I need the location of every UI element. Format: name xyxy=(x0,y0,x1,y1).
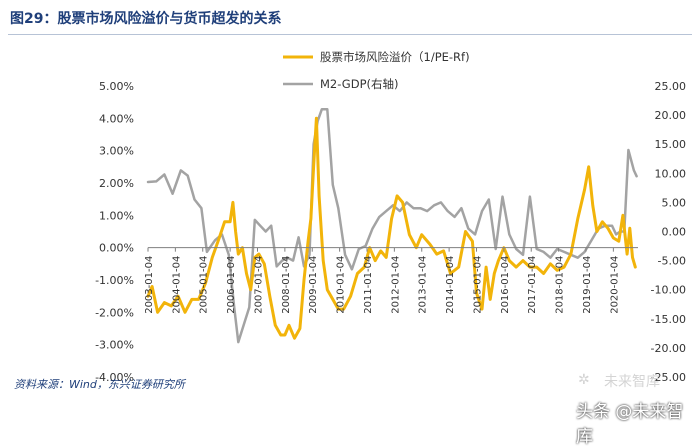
left-tick-label: 2.00% xyxy=(99,177,134,190)
left-tick-label: -2.00% xyxy=(95,306,134,319)
right-tick-label: 10.00 xyxy=(655,167,687,180)
x-tick-label: 2017-01-04 xyxy=(527,256,538,314)
watermark-logo-icon: ✲ xyxy=(578,372,590,388)
x-axis: 2003-01-04 2004-01-04 2005-01-04 2006-01-04… xyxy=(144,247,638,314)
series-line-risk-premium xyxy=(146,116,637,340)
x-tick-label: 2010-01-04 xyxy=(336,256,347,314)
x-tick-label: 2005-01-04 xyxy=(199,256,210,314)
series-layer xyxy=(146,108,638,344)
legend: 股票市场风险溢价（1/PE-Rf) M2-GDP(右轴) xyxy=(283,50,470,91)
right-tick-label: 0.00 xyxy=(662,226,687,239)
left-tick-label: 5.00% xyxy=(99,80,134,93)
x-tick-label: 2009-01-04 xyxy=(308,256,319,314)
x-tick-label: 2004-01-04 xyxy=(171,256,182,314)
left-tick-label: 3.00% xyxy=(99,145,134,158)
legend-item-m2-gdp: M2-GDP(右轴) xyxy=(320,77,398,91)
x-tick-label: 2018-01-04 xyxy=(555,256,566,314)
x-tick-label: 2012-01-04 xyxy=(390,256,401,314)
series-line-m2-gdp xyxy=(146,108,638,344)
watermark-caption: 头条 @未来智库 xyxy=(576,402,684,447)
right-tick-label: -5.00 xyxy=(658,255,686,268)
x-tick-label: 2019-01-04 xyxy=(582,256,593,314)
left-axis: 5.00% 4.00% 3.00% 2.00% 1.00% 0.00% -1.00% -2.0… xyxy=(95,80,134,384)
right-tick-label: -25.00 xyxy=(651,371,686,384)
right-tick-label: -20.00 xyxy=(651,342,686,355)
left-tick-label: 0.00% xyxy=(99,242,134,255)
left-tick-label: -1.00% xyxy=(95,274,134,287)
right-tick-label: -15.00 xyxy=(651,313,686,326)
legend-item-risk-premium: 股票市场风险溢价（1/PE-Rf) xyxy=(320,50,470,64)
x-tick-label: 2011-01-04 xyxy=(363,256,374,314)
x-tick-label: 2020-01-04 xyxy=(609,256,620,314)
left-tick-label: 1.00% xyxy=(99,209,134,222)
right-tick-label: 15.00 xyxy=(655,138,687,151)
chart-title: 图29：股票市场风险溢价与货币超发的关系 xyxy=(10,11,282,27)
x-tick-label: 2008-01-04 xyxy=(281,256,292,314)
x-tick-label: 2003-01-04 xyxy=(144,256,155,314)
x-tick-label: 2013-01-04 xyxy=(418,256,429,314)
right-axis: 25.00 20.00 15.00 10.00 5.00 0.00 -5.00 -10.00 -… xyxy=(651,80,686,384)
chart-canvas: 5.00% 4.00% 3.00% 2.00% 1.00% 0.00% -1.00% -2.0… xyxy=(95,50,686,384)
x-tick-label: 2016-01-04 xyxy=(500,256,511,314)
watermark-text: 未来智库 xyxy=(604,374,660,390)
x-tick-label: 2015-01-04 xyxy=(472,256,483,314)
right-tick-label: -10.00 xyxy=(651,284,686,297)
title-divider xyxy=(8,34,692,35)
left-tick-label: 4.00% xyxy=(99,112,134,125)
left-tick-label: -4.00% xyxy=(95,371,134,384)
source-note: 资料来源：Wind，东兴证券研究所 xyxy=(14,378,185,391)
x-tick-label: 2007-01-04 xyxy=(253,256,264,314)
x-tick-label: 2006-01-04 xyxy=(226,256,237,314)
right-tick-label: 5.00 xyxy=(662,196,687,209)
left-tick-label: -3.00% xyxy=(95,339,134,352)
x-tick-label: 2014-01-04 xyxy=(445,256,456,314)
right-tick-label: 20.00 xyxy=(655,109,687,122)
right-tick-label: 25.00 xyxy=(655,80,687,93)
